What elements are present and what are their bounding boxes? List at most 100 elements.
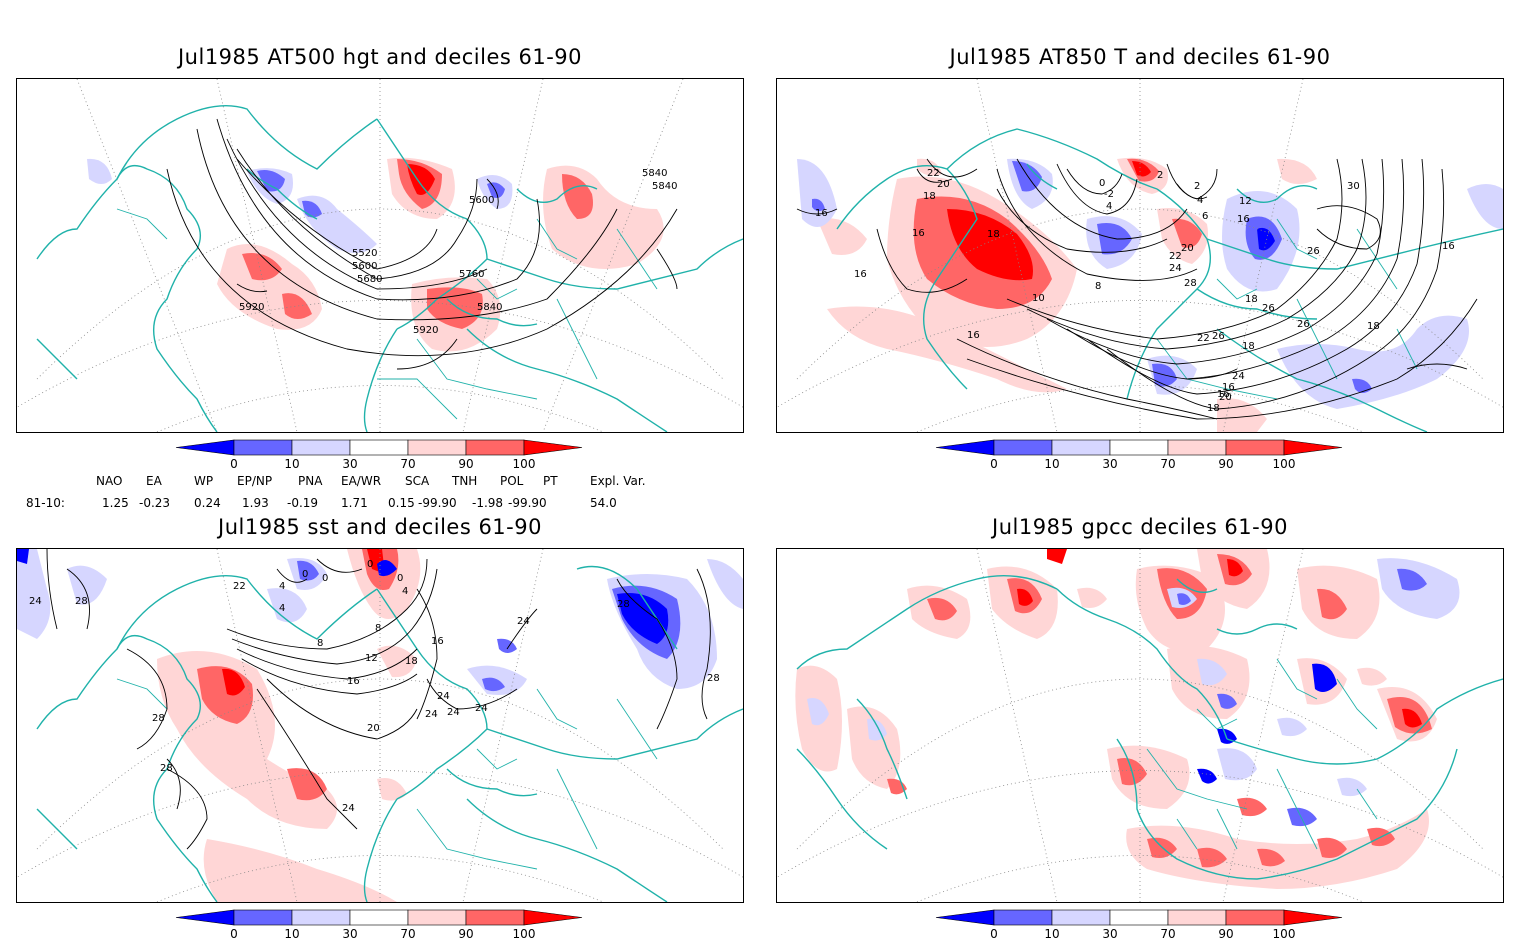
- colorbar-tick-label: 30: [342, 927, 357, 941]
- contour-label: 24: [29, 596, 42, 607]
- colorbar-segment: [1167, 439, 1227, 456]
- map-gpcc-canvas: [777, 549, 1503, 902]
- index-value: 54.0: [590, 496, 617, 510]
- contour-label: 0: [1099, 178, 1105, 189]
- coastlines: [36, 565, 743, 902]
- contour-label: 22: [233, 581, 246, 592]
- contour-label: 2: [1194, 181, 1200, 192]
- colorbar-tick-label: 100: [1273, 927, 1296, 941]
- index-header: PT: [543, 474, 558, 488]
- contour-label: 28: [1184, 278, 1197, 289]
- contour-labels: 5520 5600 5680 5600 5760 5760 5600 5600 …: [239, 168, 677, 336]
- contour-label: 30: [1347, 181, 1360, 192]
- contour-label: -2: [1104, 189, 1114, 200]
- borders: [1156, 218, 1418, 400]
- panel-title-t850: Jul1985 AT850 T and deciles 61-90: [949, 45, 1331, 69]
- contour-label: 16: [967, 330, 980, 341]
- borders: [116, 678, 658, 870]
- contour-label: 24: [1232, 371, 1245, 382]
- colorbar-segment: [291, 909, 351, 926]
- contour-label: 24: [475, 703, 488, 714]
- contour-label: 28: [152, 713, 165, 724]
- colorbar-tick-label: 100: [513, 457, 536, 471]
- colorbar-tick-label: 70: [1160, 457, 1175, 471]
- map-t850: 22 20 18 16 16 18 16 2 0 -2 4 2 4 6 10 8…: [776, 78, 1504, 433]
- panel-title-gpcc: Jul1985 gpcc deciles 61-90: [992, 515, 1288, 539]
- colorbar-segment: [175, 909, 235, 926]
- graticule: [17, 549, 743, 902]
- index-value: -0.19: [287, 496, 319, 510]
- index-value: -99.90: [418, 496, 457, 510]
- contour-label: 24: [437, 691, 450, 702]
- colorbar-tick-label: 0: [230, 457, 238, 471]
- contour-label: 22: [927, 168, 940, 179]
- colorbar-segment: [1109, 909, 1169, 926]
- contour-label: 20: [367, 723, 380, 734]
- index-header: NAO: [96, 474, 123, 488]
- contour-label: 5920: [413, 325, 438, 336]
- colorbar-tick-label: 70: [400, 927, 415, 941]
- decile-shading: [17, 549, 743, 902]
- index-header: PNA: [298, 474, 323, 488]
- contour-label: 16: [431, 636, 444, 647]
- contour-label: 2: [1157, 170, 1163, 181]
- contour-label: 20: [937, 179, 950, 190]
- colorbar-segment: [1283, 909, 1343, 926]
- colorbar-segment: [1283, 439, 1343, 456]
- contour-label: 4: [279, 603, 285, 614]
- colorbar-segment: [407, 439, 467, 456]
- contour-label: 26: [1297, 319, 1310, 330]
- panel-title-hgt500: Jul1985 AT500 hgt and deciles 61-90: [177, 45, 583, 69]
- contour-label: 4: [1197, 195, 1203, 206]
- contour-label: 22: [1197, 333, 1210, 344]
- contour-label: 12: [365, 653, 378, 664]
- index-header: WP: [194, 474, 214, 488]
- contour-label: 28: [707, 673, 720, 684]
- coastlines: [796, 575, 1503, 880]
- colorbar-segment: [1051, 909, 1111, 926]
- contour-label: 16: [912, 228, 925, 239]
- contour-label: 4: [279, 581, 285, 592]
- index-header: POL: [500, 474, 524, 488]
- contour-label: 5920: [239, 302, 264, 313]
- colorbar-tick-label: 0: [990, 457, 998, 471]
- teleconnection-indices: NAO EA WP EP/NP PNA EA/WR SCA TNH POL PT…: [0, 474, 700, 514]
- contour-label: 16: [815, 208, 828, 219]
- colorbar-tick-label: 10: [1044, 457, 1059, 471]
- contour-label: 5680: [357, 274, 382, 285]
- colorbar-segment: [523, 439, 583, 456]
- panel-title-sst: Jul1985 sst and deciles 61-90: [218, 515, 542, 539]
- colorbar-t850: 0 10 30 70 90 100: [935, 438, 1356, 478]
- colorbar-tick-label: 30: [342, 457, 357, 471]
- index-header: TNH: [452, 474, 478, 488]
- colorbar-segment: [1109, 439, 1169, 456]
- contour-label: 12: [1239, 196, 1252, 207]
- contour-label: 18: [1207, 403, 1220, 414]
- contour-label: 24: [1169, 263, 1182, 274]
- contours: [796, 158, 1478, 420]
- coastlines: [836, 128, 1503, 432]
- contour-label: 26: [1262, 303, 1275, 314]
- contour-label: 20: [1219, 392, 1232, 403]
- colorbar-segment: [349, 439, 409, 456]
- contour-label: 16: [347, 676, 360, 687]
- contours: [166, 118, 678, 370]
- map-hgt500: 5520 5600 5680 5600 5760 5760 5600 5600 …: [16, 78, 744, 433]
- index-header: EP/NP: [237, 474, 273, 488]
- colorbar-tick-label: 90: [458, 457, 473, 471]
- contour-label: 16: [854, 269, 867, 280]
- colorbar-gpcc: 0 10 30 70 90 100: [935, 908, 1356, 948]
- index-value: -99.90: [508, 496, 547, 510]
- index-value: 1.93: [242, 496, 269, 510]
- colorbar-hgt500: 0 10 30 70 90 100: [175, 438, 596, 478]
- contour-label: 5760: [459, 269, 484, 280]
- map-hgt500-canvas: 5520 5600 5680 5600 5760 5760 5600 5600 …: [17, 79, 743, 432]
- contour-label: 24: [342, 803, 355, 814]
- contour-label: 8: [317, 638, 323, 649]
- contour-label: 20: [1181, 243, 1194, 254]
- index-value: 0.24: [194, 496, 221, 510]
- contour-label: 28: [160, 763, 173, 774]
- contour-label: 18: [1242, 341, 1255, 352]
- contour-label: 28: [617, 599, 630, 610]
- contour-label: 18: [1245, 294, 1258, 305]
